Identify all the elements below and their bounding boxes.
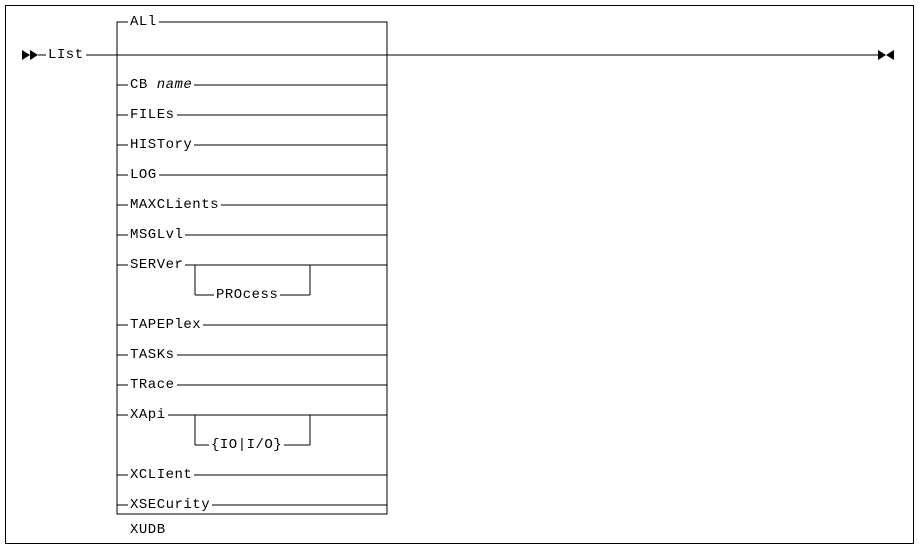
option-xclient: XCLIent (128, 468, 194, 482)
option-xapi-io: {IO|I/O} (209, 438, 284, 452)
option-tasks: TASKs (128, 348, 177, 362)
option-maxclients: MAXCLients (128, 198, 221, 212)
command-label: LIst (46, 48, 86, 62)
option-cb: CB name (128, 78, 194, 92)
option-cb-param: name (157, 77, 193, 93)
option-trace: TRace (128, 378, 177, 392)
option-files: FILEs (128, 108, 177, 122)
option-log: LOG (128, 168, 159, 182)
option-cb-kw: CB (130, 77, 148, 93)
option-server-process: PROcess (214, 288, 280, 302)
option-server: SERVer (128, 258, 185, 272)
option-history: HISTory (128, 138, 194, 152)
option-xapi: XApi (128, 408, 168, 422)
option-xudb: XUDB (128, 523, 168, 537)
option-xsecurity: XSECurity (128, 498, 212, 512)
option-tapeplex: TAPEPlex (128, 318, 203, 332)
option-msglvl: MSGLvl (128, 228, 185, 242)
option-all: ALl (128, 15, 159, 29)
